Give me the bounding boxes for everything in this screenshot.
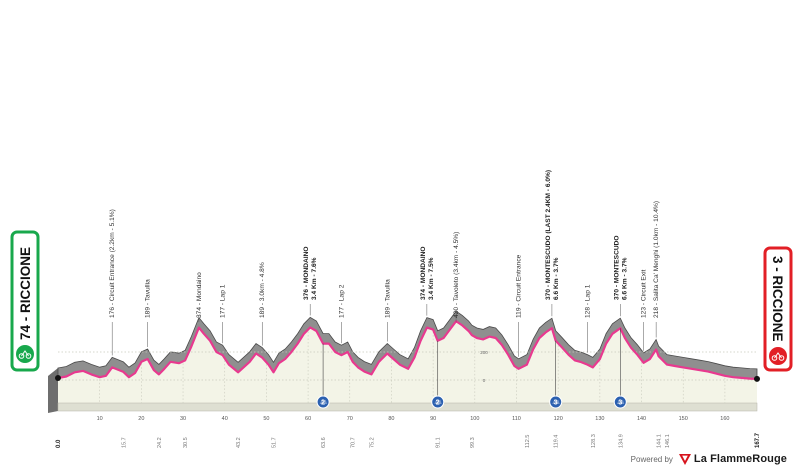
annotation-sublabel-13: 6.6 Km - 3.7% <box>621 257 628 300</box>
x-axis-tick-10: 110 <box>512 416 521 422</box>
km-mark-label-7: 70.7 <box>351 437 357 448</box>
kom-badge-0 <box>316 395 330 409</box>
start-bike-icon <box>21 350 29 357</box>
altitude-tick-label-0: 200 <box>480 350 488 355</box>
km-mark-label-1: 15.7 <box>121 437 127 448</box>
kom-mountain-icon-2 <box>552 399 560 404</box>
annotation-sublabel-5: 3.4 Km - 7.6% <box>311 257 318 300</box>
terrain-left-wall <box>48 368 58 413</box>
start-bike-wheel-rear <box>18 353 25 359</box>
km-mark-label-11: 112.5 <box>525 435 531 448</box>
annotation-label-4: 189 - 3.0km - 4.8% <box>259 262 266 318</box>
annotation-label-8: 374 - MONDAINO <box>420 247 427 301</box>
altitude-tick-label-1: 0 <box>483 378 486 383</box>
annotation-label-13: 370 - MONTESCUDO <box>613 236 620 300</box>
terrain-front-face <box>58 321 757 403</box>
kom-badge-1 <box>431 395 445 409</box>
annotation-label-3: 177 - Lap 1 <box>220 284 227 318</box>
km-mark-label-5: 51.7 <box>271 437 277 448</box>
start-badge <box>10 230 40 372</box>
x-axis-tick-5: 60 <box>305 416 311 422</box>
x-axis-tick-6: 70 <box>347 416 353 422</box>
start-bike-wheel-front <box>25 353 32 359</box>
km-mark-label-10: 99.3 <box>470 437 476 448</box>
kom-mountain-icon-0 <box>319 399 328 404</box>
x-axis-tick-15: 160 <box>720 416 729 422</box>
finish-bike-wheel-front <box>778 355 785 361</box>
annotation-sublabel-8: 3.4 Km - 7.5% <box>428 257 435 300</box>
annotation-label-9: 420 - Tavoleto (3.4km - 4.5%) <box>453 232 460 318</box>
footer-credit: Powered by La FlammeRouge <box>631 453 787 465</box>
finish-location-label: 3 - RICCIONE <box>770 256 785 342</box>
x-axis-tick-9: 100 <box>470 416 479 422</box>
x-axis-tick-1: 20 <box>138 416 144 422</box>
km-mark-label-2: 24.2 <box>157 437 163 448</box>
km-mark-label-3: 30.5 <box>183 437 189 448</box>
x-axis-tick-13: 140 <box>637 416 646 422</box>
km-mark-label-6: 63.6 <box>321 437 327 448</box>
x-axis-tick-4: 50 <box>263 416 269 422</box>
annotation-label-2: 374 - Mondaino <box>196 272 203 318</box>
annotation-label-10: 119 - Circuit Entrance <box>516 254 523 318</box>
annotation-label-14: 123 - Circuit Exit <box>641 269 648 318</box>
kom-mountain-icon-3 <box>616 399 625 404</box>
annotation-label-0: 176 - Circuit Entrance (2.2km - 5.1%) <box>109 209 116 318</box>
x-axis-tick-3: 40 <box>222 416 228 422</box>
kom-category-2: 3 <box>554 400 558 407</box>
start-icon-bg <box>16 345 34 363</box>
annotation-sublabel-11: 6.6 Km - 3.7% <box>553 257 560 300</box>
annotation-label-12: 128 - Lap 1 <box>584 284 591 318</box>
km-mark-label-17: 167.7 <box>755 432 761 448</box>
x-axis-tick-12: 130 <box>595 416 604 422</box>
x-axis-tick-8: 90 <box>430 416 436 422</box>
terrain-bottom-band <box>57 402 758 412</box>
annotation-label-7: 189 - Tavullia <box>384 279 391 318</box>
kom-mountain-icon-1 <box>434 399 442 404</box>
annotation-label-1: 189 - Tavullia <box>145 279 152 318</box>
annotation-label-5: 376 - MONDAINO <box>303 247 310 301</box>
annotation-label-6: 177 - Lap 2 <box>338 284 345 318</box>
finish-icon-bg <box>769 347 787 365</box>
route-line <box>57 320 758 380</box>
km-mark-label-12: 119.4 <box>554 435 560 448</box>
finish-badge <box>763 246 793 372</box>
kom-category-0: 2 <box>321 400 325 407</box>
km-mark-label-16: 146.1 <box>665 434 671 448</box>
x-axis-tick-0: 10 <box>97 416 103 422</box>
powered-by-label: Powered by <box>630 454 673 464</box>
kom-badge-3 <box>613 395 627 409</box>
finish-bike-icon <box>774 352 782 359</box>
x-axis-tick-11: 120 <box>554 416 563 422</box>
km-mark-label-13: 128.3 <box>591 434 597 448</box>
la-flamme-rouge-logo-icon <box>678 453 691 465</box>
annotation-label-15: 218 - Salita Ca' Menghi (1.0km - 10.4%) <box>653 201 660 318</box>
finish-point-dot <box>754 375 760 382</box>
brand-name: La FlammeRouge <box>693 453 787 465</box>
x-axis-tick-7: 80 <box>388 416 394 422</box>
x-axis-tick-2: 30 <box>180 416 186 422</box>
km-mark-label-0: 0.0 <box>56 439 62 448</box>
km-mark-label-8: 75.2 <box>369 437 375 448</box>
km-mark-label-9: 91.1 <box>436 437 442 448</box>
start-location-label: 74 - RICCIONE <box>18 247 33 340</box>
annotation-label-11: 370 - MONTESCUDO (LAST 2.4KM - 6.0%) <box>545 170 552 300</box>
start-point-dot <box>55 375 61 382</box>
km-mark-label-4: 43.2 <box>236 437 242 448</box>
km-mark-label-15: 144.1 <box>657 434 663 448</box>
kom-badge-2 <box>549 395 563 409</box>
finish-bike-wheel-rear <box>771 355 778 361</box>
kom-category-1: 2 <box>436 400 440 407</box>
kom-category-3: 3 <box>618 400 622 407</box>
x-axis-tick-14: 150 <box>679 416 688 422</box>
km-mark-label-14: 134.9 <box>618 434 624 448</box>
